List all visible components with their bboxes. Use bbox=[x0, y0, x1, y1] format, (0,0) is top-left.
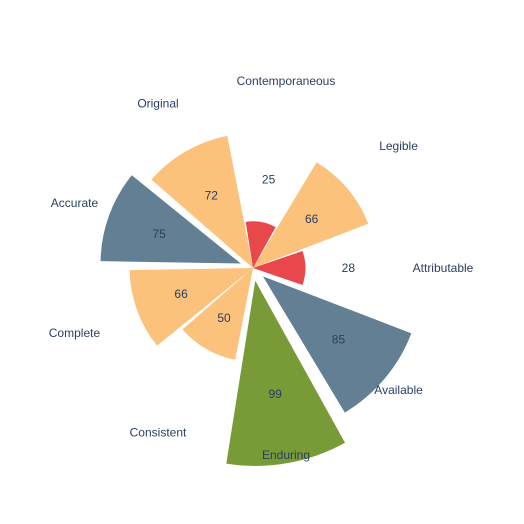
value-label-consistent: 50 bbox=[217, 311, 231, 325]
sector-enduring[interactable] bbox=[226, 280, 346, 466]
value-label-available: 85 bbox=[332, 333, 346, 347]
sector-contemporaneous[interactable] bbox=[245, 221, 276, 268]
category-label-attributable: Attributable bbox=[413, 261, 474, 275]
value-label-complete: 66 bbox=[174, 287, 188, 301]
category-label-original: Original bbox=[137, 96, 178, 110]
sector-complete[interactable] bbox=[129, 268, 253, 346]
sector-available[interactable] bbox=[262, 276, 412, 413]
chart-value-labels: 28 66 25 72 75 66 50 99 85 bbox=[152, 173, 355, 401]
value-label-attributable: 28 bbox=[342, 261, 356, 275]
value-label-legible: 66 bbox=[305, 212, 319, 226]
sector-consistent[interactable] bbox=[182, 268, 253, 360]
chart-category-labels: Attributable Legible Contemporaneous Origin… bbox=[49, 74, 474, 462]
category-label-consistent: Consistent bbox=[130, 426, 187, 440]
category-label-available: Available bbox=[374, 383, 423, 397]
sector-original[interactable] bbox=[151, 135, 253, 268]
category-label-contemporaneous: Contemporaneous bbox=[237, 74, 336, 88]
category-label-legible: Legible bbox=[379, 139, 418, 153]
sector-legible[interactable] bbox=[253, 162, 369, 268]
sector-attributable[interactable] bbox=[253, 250, 306, 286]
category-label-accurate: Accurate bbox=[51, 196, 99, 210]
category-label-enduring: Enduring bbox=[262, 448, 310, 462]
value-label-contemporaneous: 25 bbox=[262, 173, 276, 187]
value-label-original: 72 bbox=[205, 189, 219, 203]
sector-accurate[interactable] bbox=[100, 175, 241, 264]
category-label-complete: Complete bbox=[49, 326, 101, 340]
chart-sectors bbox=[100, 135, 412, 466]
value-label-enduring: 99 bbox=[269, 387, 283, 401]
value-label-accurate: 75 bbox=[152, 227, 166, 241]
